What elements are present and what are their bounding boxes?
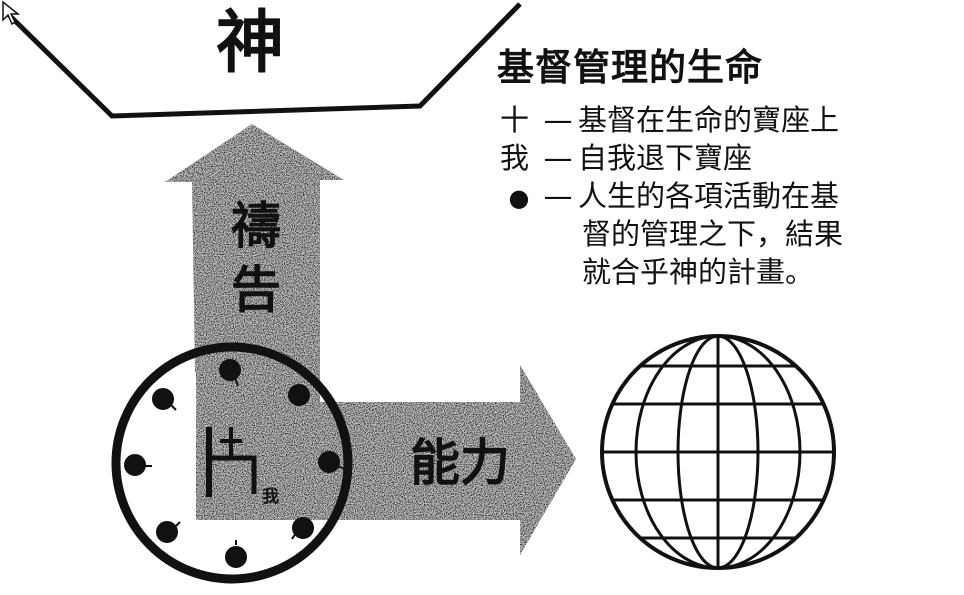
self-symbol: 我 — [500, 141, 530, 175]
prayer-arrow — [165, 124, 344, 372]
life-circle — [111, 342, 353, 584]
activity-dot — [292, 517, 314, 539]
activity-dots — [124, 359, 346, 568]
legend-item-self: 我 — 自我退下寶座 — [500, 140, 752, 176]
activity-dot — [124, 454, 146, 476]
prayer-label-char: 告 — [231, 261, 281, 319]
cross-symbol: 十 — [500, 103, 530, 137]
activity-dot — [225, 546, 247, 568]
legend-text-continued: 督的管理之下，結果 — [582, 217, 844, 251]
globe-icon — [600, 334, 836, 570]
legend-text: 自我退下寶座 — [578, 141, 753, 175]
power-label: 能力 — [410, 434, 510, 492]
activity-dot-symbol: ● — [508, 184, 530, 212]
legend-text: 人生的各項活動在基 — [578, 179, 840, 213]
activity-dot — [219, 359, 241, 381]
cross-on-throne-icon — [206, 427, 257, 497]
legend-dash: — — [543, 103, 573, 137]
power-arrow — [196, 365, 576, 555]
activity-dot — [318, 451, 340, 473]
god-throne-outline — [6, 2, 522, 119]
legend-item-cross: 十 — 基督在生命的寶座上 — [500, 102, 839, 138]
prayer-label-char: 禱 — [231, 197, 281, 255]
activity-dot — [156, 521, 178, 543]
legend-text-continued: 就合乎神的計畫。 — [582, 255, 815, 289]
legend-item-activities: ● — 人生的各項活動在基 — [500, 178, 840, 216]
self-label: 我 — [262, 487, 279, 507]
legend-dash: — — [543, 179, 573, 213]
god-label: 神 — [215, 4, 284, 83]
cursor-icon — [2, 0, 21, 26]
legend-dash: — — [543, 141, 573, 175]
activity-dot — [152, 388, 174, 410]
diagram-title: 基督管理的生命 — [497, 46, 763, 89]
activity-dot — [288, 384, 310, 406]
legend-text: 基督在生命的寶座上 — [578, 103, 840, 137]
